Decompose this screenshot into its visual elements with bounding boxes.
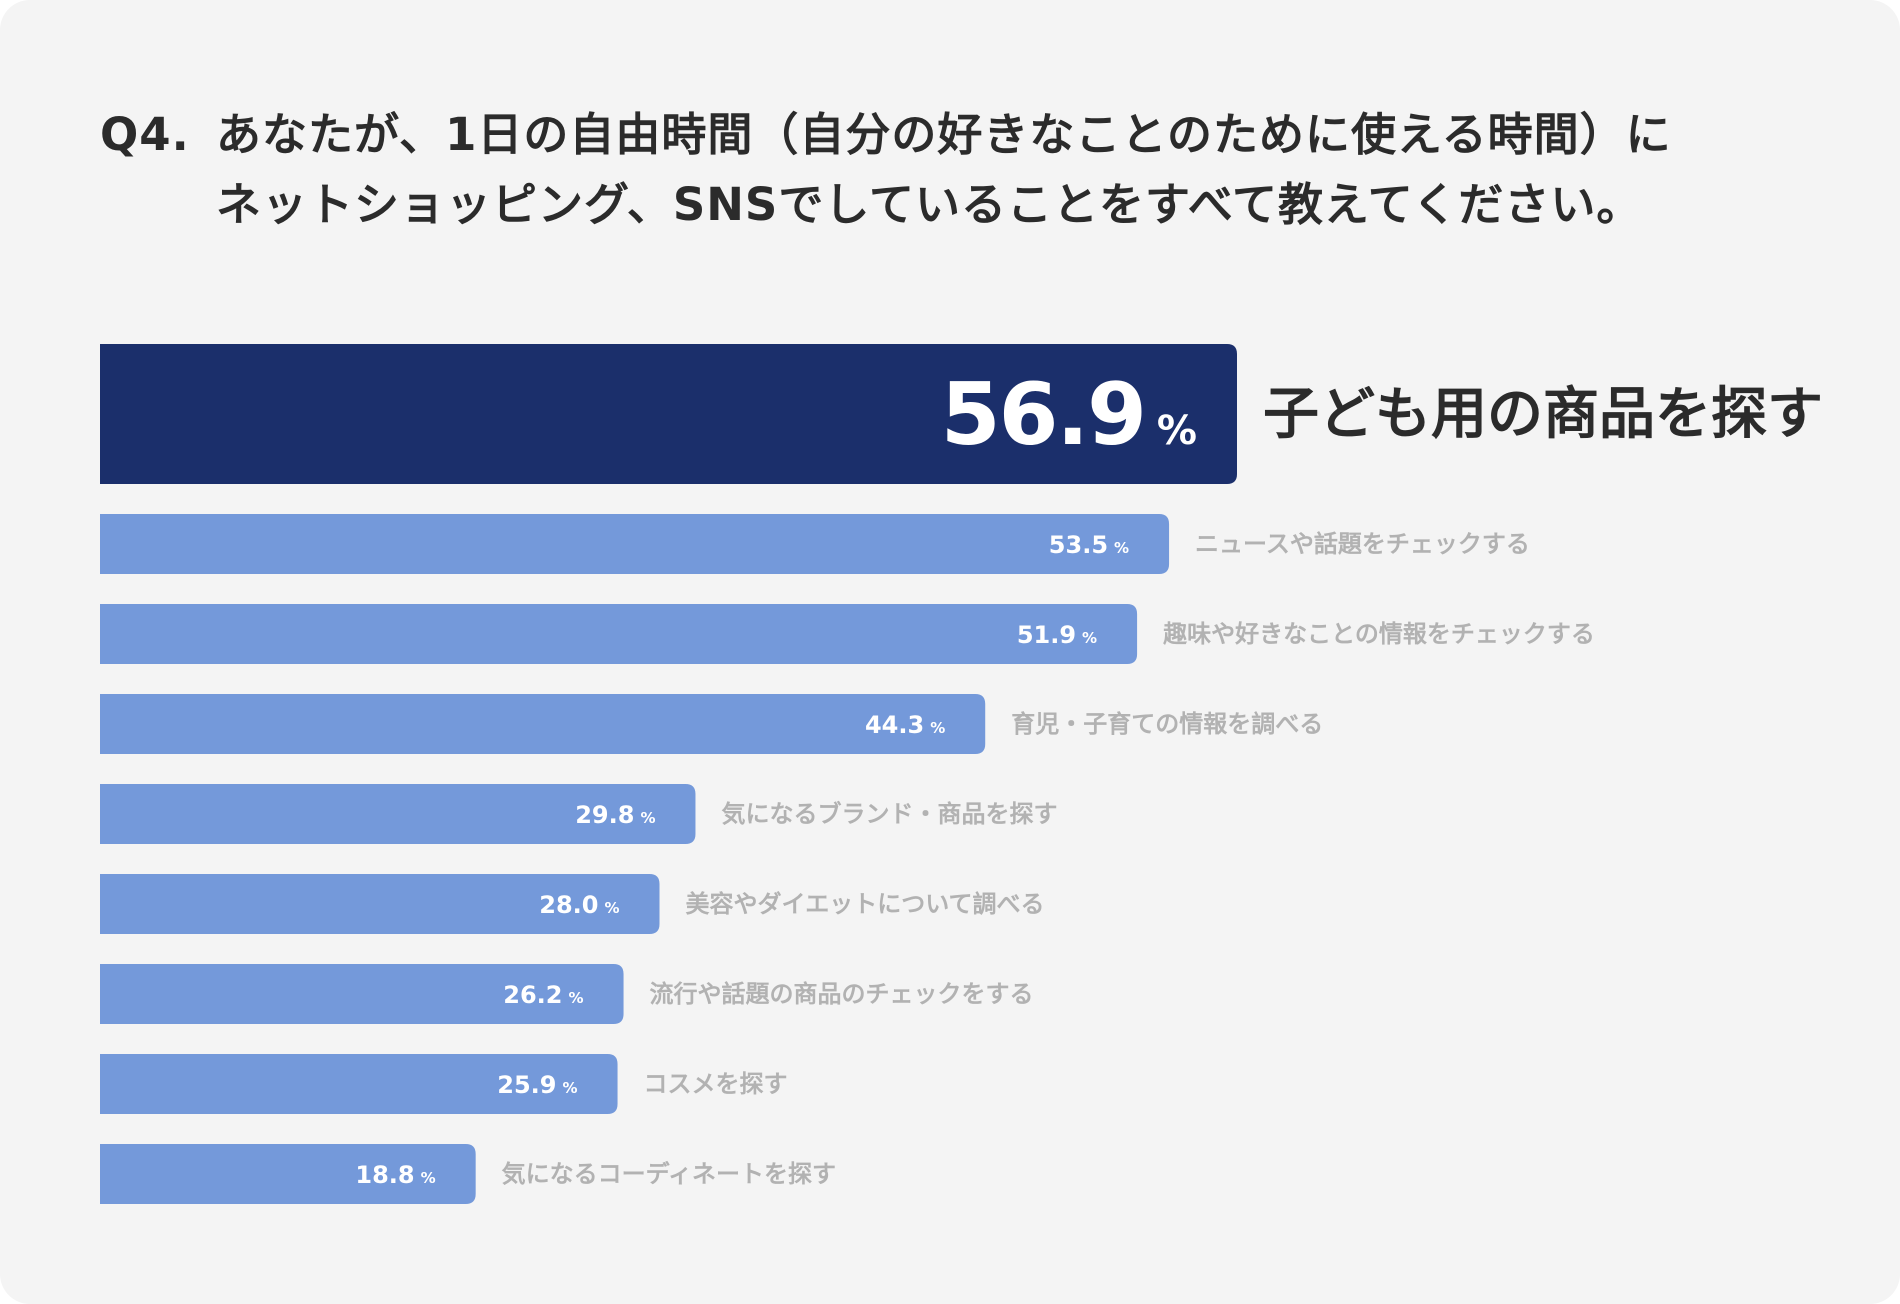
title-text-line-2: ネットショッピング、SNSでしていることをすべて教えてください。 bbox=[216, 178, 1643, 231]
bar-value-label: 28.0% bbox=[539, 891, 619, 919]
bar bbox=[100, 1054, 618, 1114]
bar bbox=[100, 694, 986, 754]
bar-value-label: 44.3% bbox=[865, 711, 945, 739]
bar-value-label: 18.8% bbox=[355, 1161, 435, 1189]
bar bbox=[100, 514, 1170, 574]
bar-category-label: 気になるブランド・商品を探す bbox=[721, 800, 1057, 828]
bar-value-label: 25.9% bbox=[497, 1071, 577, 1099]
bar-value-label: 26.2% bbox=[503, 981, 583, 1009]
chart-title: Q4. あなたが、1日の自由時間（自分の好きなことのために使える時間）に ネット… bbox=[100, 100, 1672, 240]
bar-category-label: 気になるコーディネートを探す bbox=[502, 1160, 836, 1188]
bar-category-label: 趣味や好きなことの情報をチェックする bbox=[1162, 620, 1595, 648]
bar-value-label: 56.9% bbox=[941, 365, 1197, 465]
title-line-1: Q4. あなたが、1日の自由時間（自分の好きなことのために使える時間）に bbox=[100, 100, 1672, 170]
bar bbox=[100, 874, 660, 934]
bar bbox=[100, 1144, 476, 1204]
bar-value-label: 53.5% bbox=[1049, 531, 1129, 559]
bar bbox=[100, 964, 624, 1024]
title-line-2: ネットショッピング、SNSでしていることをすべて教えてください。 bbox=[100, 170, 1672, 240]
bar-category-label: 育児・子育ての情報を調べる bbox=[1011, 710, 1323, 738]
bar-category-label: 美容やダイエットについて調べる bbox=[686, 890, 1045, 918]
bar-highlight bbox=[100, 344, 1237, 484]
bar bbox=[100, 784, 696, 844]
bar-category-label: 子ども用の商品を探す bbox=[1263, 382, 1823, 447]
question-number: Q4. bbox=[100, 108, 190, 161]
bar-value-label: 29.8% bbox=[575, 801, 655, 829]
bar-category-label: コスメを探す bbox=[644, 1070, 788, 1098]
bar-category-label: ニュースや話題をチェックする bbox=[1195, 530, 1530, 558]
bar bbox=[100, 604, 1138, 664]
bar-value-label: 51.9% bbox=[1017, 621, 1097, 649]
bar-category-label: 流行や話題の商品のチェックをする bbox=[650, 980, 1034, 1008]
title-text-line-1: あなたが、1日の自由時間（自分の好きなことのために使える時間）に bbox=[216, 108, 1672, 161]
